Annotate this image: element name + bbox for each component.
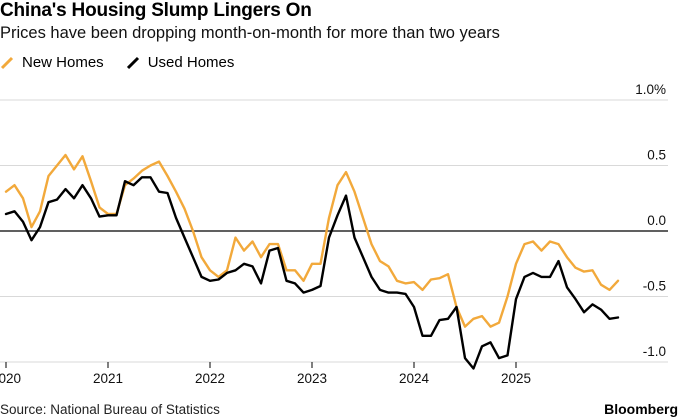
legend-item-new-homes: New Homes <box>0 54 104 71</box>
gridlines <box>0 99 668 363</box>
y-tick-label: 0.5 <box>647 148 666 163</box>
series-line-new-homes <box>4 153 620 328</box>
chart-title: China's Housing Slump Lingers On <box>0 0 312 21</box>
x-tick-label: 2021 <box>93 371 123 386</box>
legend: New Homes Used Homes <box>0 54 256 71</box>
x-tick-label: 2025 <box>501 371 531 386</box>
legend-line-used-homes <box>126 56 139 69</box>
chart-subtitle: Prices have been dropping month-on-month… <box>0 24 500 42</box>
source-note: Source: National Bureau of Statistics <box>0 402 220 417</box>
brand-logo: Bloomberg <box>604 401 678 417</box>
y-tick-label: 0.0 <box>647 213 666 228</box>
y-tick-label: -1.0 <box>643 344 666 359</box>
y-tick-label: -0.5 <box>643 279 666 294</box>
legend-line-new-homes <box>0 56 14 69</box>
y-tick-label: 1.0% <box>635 82 666 97</box>
x-tick-label: 2023 <box>297 371 327 386</box>
legend-item-used-homes: Used Homes <box>126 54 235 71</box>
y-axis-ticks: 1.0% 0.5 0.0 -0.5 -1.0 <box>635 82 666 359</box>
x-tick-label: 2022 <box>195 371 225 386</box>
legend-swatch-used-homes <box>126 56 139 69</box>
x-tick-label: 2024 <box>399 371 430 386</box>
legend-label-used-homes: Used Homes <box>147 54 235 71</box>
series-line-used-homes <box>4 176 620 370</box>
series-lines <box>4 153 620 370</box>
legend-label-new-homes: New Homes <box>22 54 104 71</box>
legend-swatch-new-homes <box>0 56 14 69</box>
